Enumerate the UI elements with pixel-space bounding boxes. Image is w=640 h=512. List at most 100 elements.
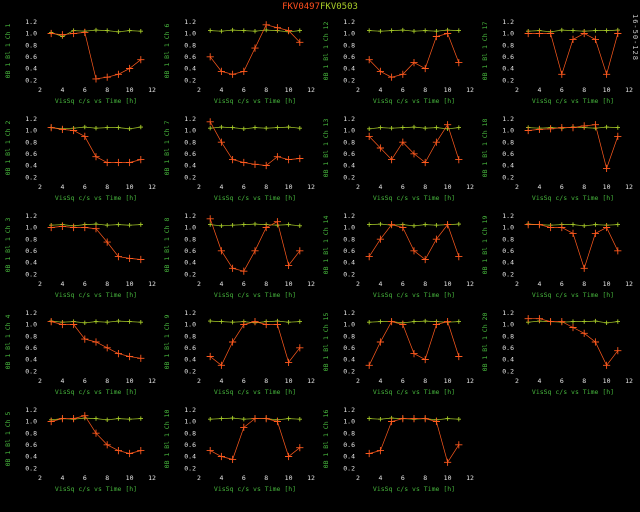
y-tick-label: 1.2	[502, 115, 514, 123]
x-tick-label: 10	[285, 86, 293, 94]
channel-plot: 0B 1 Bl 1 Ch 17 0.2 0.4 0.6 0.8 1.0 1.2 2 4 6 8 10 1…	[481, 18, 633, 105]
x-tick-label: 6	[83, 183, 87, 191]
x-tick-label: 12	[466, 474, 474, 482]
x-tick-label: 6	[242, 474, 246, 482]
x-tick-label: 10	[285, 474, 293, 482]
x-tick-label: 8	[264, 86, 268, 94]
x-tick-label: 8	[423, 377, 427, 385]
x-tick-label: 8	[264, 474, 268, 482]
y-tick-label: 1.2	[343, 115, 355, 123]
x-tick-label: 10	[285, 183, 293, 191]
x-tick-label: 10	[126, 183, 134, 191]
x-tick-label: 12	[307, 86, 315, 94]
x-tick-label: 2	[38, 280, 42, 288]
series-orange-markers	[365, 318, 463, 369]
x-tick-label: 6	[401, 86, 405, 94]
x-tick-label: 10	[126, 377, 134, 385]
channel-plot: 0B 1 Bl 1 Ch 9 0.2 0.4 0.6 0.8 1.0 1.2 2 4 6 8 10 12…	[163, 309, 315, 396]
series-orange-markers	[206, 318, 304, 369]
y-axis-label: 0B 1 Bl 1 Ch 9	[163, 315, 171, 370]
y-tick-label: 0.4	[184, 259, 196, 267]
channel-plot: 0B 1 Bl 1 Ch 16 0.2 0.4 0.6 0.8 1.0 1.2 2 4 6 8 10 1…	[322, 406, 474, 493]
x-axis-label: VisSq c/s vs Time [h]	[373, 388, 455, 396]
y-tick-label: 0.4	[184, 162, 196, 170]
y-tick-label: 1.2	[184, 309, 196, 317]
x-tick-label: 4	[537, 86, 541, 94]
y-tick-label: 1.2	[343, 309, 355, 317]
y-tick-label: 1.2	[184, 115, 196, 123]
y-tick-label: 1.2	[25, 309, 37, 317]
x-tick-label: 2	[38, 474, 42, 482]
y-tick-label: 0.2	[343, 464, 355, 472]
y-tick-label: 1.0	[25, 127, 37, 135]
channel-plot: 0B 1 Bl 1 Ch 7 0.2 0.4 0.6 0.8 1.0 1.2 2 4 6 8 10 12…	[163, 115, 315, 202]
y-tick-label: 0.8	[25, 235, 37, 243]
x-tick-label: 4	[60, 377, 64, 385]
channel-plot: 0B 1 Bl 1 Ch 14 0.2 0.4 0.6 0.8 1.0 1.2 2 4 6 8 10 1…	[322, 212, 474, 299]
series-green-markers	[367, 27, 461, 34]
series-orange-line	[210, 418, 301, 460]
x-tick-label: 12	[466, 280, 474, 288]
x-tick-label: 12	[625, 280, 633, 288]
y-tick-label: 0.6	[25, 53, 37, 61]
x-tick-label: 4	[378, 474, 382, 482]
y-tick-label: 1.0	[502, 224, 514, 232]
plot-panel: 0B 1 Bl 1 Ch 4 0.2 0.4 0.6 0.8 1.0 1.2 2 4 6 8 10 12…	[2, 307, 159, 402]
x-tick-label: 10	[603, 377, 611, 385]
y-tick-label: 0.2	[184, 367, 196, 375]
plot-panel: 0B 1 Bl 1 Ch 2 0.2 0.4 0.6 0.8 1.0 1.2 2 4 6 8 10 12…	[2, 113, 159, 208]
y-tick-label: 0.2	[25, 367, 37, 375]
y-tick-label: 1.2	[184, 18, 196, 26]
x-tick-label: 4	[537, 280, 541, 288]
y-tick-label: 0.2	[343, 367, 355, 375]
series-orange-line	[209, 218, 301, 272]
x-axis-label: VisSq c/s vs Time [h]	[214, 388, 296, 396]
y-tick-label: 0.6	[25, 150, 37, 158]
y-tick-label: 1.0	[184, 418, 196, 426]
y-tick-label: 0.2	[184, 173, 196, 181]
channel-plot: 0B 1 Bl 1 Ch 2 0.2 0.4 0.6 0.8 1.0 1.2 2 4 6 8 10 12…	[4, 115, 156, 202]
x-tick-label: 8	[582, 377, 586, 385]
series-orange-line	[209, 321, 301, 366]
x-axis-label: VisSq c/s vs Time [h]	[373, 194, 455, 202]
y-tick-label: 0.6	[184, 344, 196, 352]
y-tick-label: 1.0	[25, 321, 37, 329]
y-tick-label: 0.2	[184, 270, 196, 278]
y-tick-label: 0.6	[502, 150, 514, 158]
x-axis-label: VisSq c/s vs Time [h]	[373, 97, 455, 105]
x-tick-label: 12	[148, 280, 156, 288]
x-tick-label: 10	[444, 183, 452, 191]
plot-panel: 0B 1 Bl 1 Ch 3 0.2 0.4 0.6 0.8 1.0 1.2 2 4 6 8 10 12…	[2, 210, 159, 305]
y-tick-label: 0.4	[25, 65, 37, 73]
y-tick-label: 0.2	[343, 76, 355, 84]
x-tick-label: 2	[515, 86, 519, 94]
x-tick-label: 8	[264, 183, 268, 191]
y-tick-label: 0.8	[343, 138, 355, 146]
plot-panel: 0B 1 Bl 1 Ch 1 0.2 0.4 0.6 0.8 1.0 1.2 2 4 6 8 10 12…	[2, 16, 159, 111]
x-tick-label: 12	[466, 86, 474, 94]
series-orange-markers	[206, 118, 304, 170]
series-orange-markers	[524, 315, 622, 369]
y-tick-label: 1.2	[343, 212, 355, 220]
y-tick-label: 0.6	[184, 247, 196, 255]
y-axis-label: 0B 1 Bl 1 Ch 13	[322, 119, 330, 178]
y-tick-label: 0.8	[25, 429, 37, 437]
y-axis-label: 0B 1 Bl 1 Ch 2	[4, 121, 12, 176]
x-tick-label: 12	[148, 86, 156, 94]
y-tick-label: 1.0	[25, 224, 37, 232]
y-tick-label: 0.6	[25, 441, 37, 449]
x-axis-label: VisSq c/s vs Time [h]	[214, 97, 296, 105]
series-orange-line	[528, 124, 619, 170]
channel-plot: 0B 1 Bl 1 Ch 3 0.2 0.4 0.6 0.8 1.0 1.2 2 4 6 8 10 12…	[4, 212, 156, 299]
y-tick-label: 1.2	[343, 18, 355, 26]
x-tick-label: 6	[83, 280, 87, 288]
x-axis-label: VisSq c/s vs Time [h]	[55, 194, 137, 202]
x-tick-label: 4	[60, 86, 64, 94]
series-orange-markers	[365, 29, 463, 81]
x-tick-label: 4	[219, 474, 223, 482]
y-tick-label: 1.0	[502, 127, 514, 135]
y-tick-label: 1.0	[502, 30, 514, 38]
y-tick-label: 0.2	[502, 367, 514, 375]
y-tick-label: 0.6	[502, 53, 514, 61]
y-axis-label: 0B 1 Bl 1 Ch 15	[322, 313, 330, 372]
